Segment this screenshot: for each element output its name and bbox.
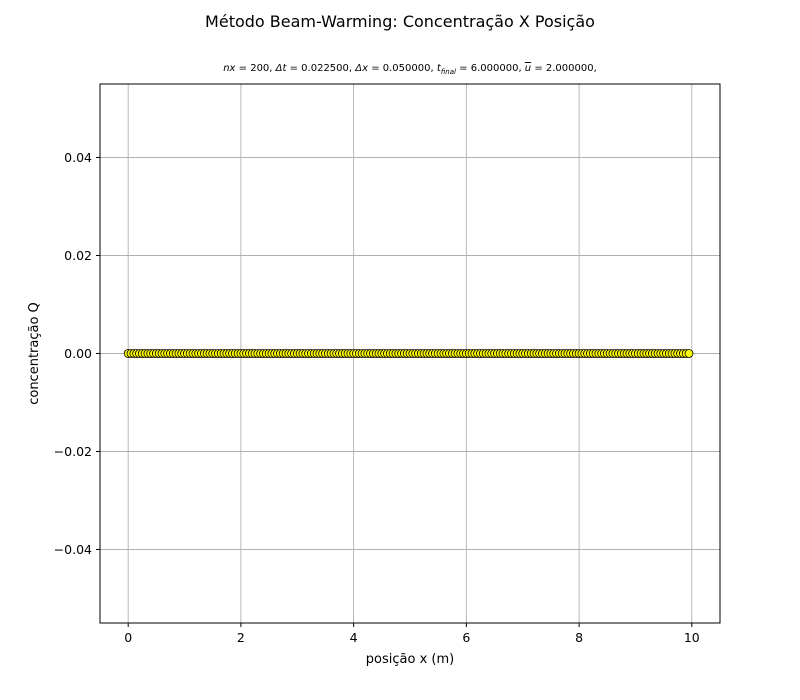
x-tick-label: 10 <box>684 630 700 645</box>
subtitle-u-symbol: u <box>524 63 532 74</box>
y-tick-label: 0.00 <box>64 346 92 361</box>
x-tick-label: 8 <box>575 630 583 645</box>
axis-ticks: 0 2 4 6 8 10 −0.04 −0.02 0.00 0.02 0.04 <box>54 150 700 645</box>
y-tick-label: −0.02 <box>54 444 92 459</box>
x-tick-label: 6 <box>462 630 470 645</box>
subtitle-dx-symbol: Δx <box>355 63 369 74</box>
data-points <box>123 349 694 358</box>
subtitle-tfinal-symbol: t <box>436 63 441 74</box>
chart-subtitle: nx = 200, Δt = 0.022500, Δx = 0.050000, … <box>223 63 597 76</box>
y-tick-label: 0.04 <box>64 150 92 165</box>
subtitle-dt-value: 0.022500 <box>301 63 349 74</box>
chart-title: Método Beam-Warming: Concentração X Posi… <box>205 12 595 31</box>
subtitle-nx-symbol: nx <box>223 63 236 74</box>
subtitle-nx-value: 200 <box>250 63 270 74</box>
subtitle-tfinal-value: 6.000000 <box>470 63 519 74</box>
subtitle-u-value: 2.000000 <box>545 63 594 74</box>
subtitle-tfinal-subscript: final <box>440 68 456 76</box>
x-tick-label: 2 <box>237 630 245 645</box>
x-tick-label: 0 <box>124 630 132 645</box>
x-axis-label: posição x (m) <box>366 652 454 667</box>
y-axis-label: concentração Q <box>27 302 42 405</box>
x-tick-label: 4 <box>350 630 358 645</box>
subtitle-dt-symbol: Δt <box>275 63 287 74</box>
y-tick-label: −0.04 <box>54 542 92 557</box>
data-point <box>684 349 694 358</box>
subtitle-dx-value: 0.050000 <box>382 63 431 74</box>
y-tick-label: 0.02 <box>64 248 92 263</box>
